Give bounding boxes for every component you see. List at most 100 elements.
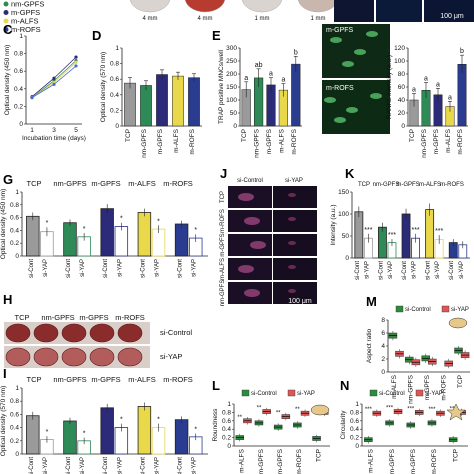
chart-I-xtick-label: si-Cont [178, 457, 184, 474]
chart-N-annotation: *** [428, 407, 436, 413]
chart-G-group-header: m-ROFS [163, 179, 193, 188]
chart-N-legend-swatch [369, 389, 378, 397]
chart-D-bar [124, 82, 136, 127]
chart-K-xtick-label: si-YAP [412, 261, 418, 279]
cell-staining-spot [250, 241, 266, 249]
well-column-header: TCP [15, 313, 30, 322]
chart-L-legend-label: si-Control [251, 391, 277, 397]
cell-staining-spot [244, 289, 260, 297]
chart-D-bar [140, 85, 152, 127]
panel-label-j: J [220, 166, 227, 181]
chart-M-xtick-label: nm-GPFS [408, 374, 415, 404]
chart-L-xtick-label: m-ALFS [239, 448, 246, 473]
chart-F2-annotation: a [448, 94, 452, 101]
chart-F2-xtick-label: m-ALFS [445, 128, 452, 153]
chart-C-xtick-label: 1 [30, 127, 34, 134]
chart-I-xtick-label: si-YAP [155, 457, 161, 474]
chart-G-group-header: nm-GPFS [53, 179, 86, 188]
chart-F2-ytick-label: 20 [398, 110, 406, 117]
chart-I-bar [26, 415, 40, 455]
chart-L-ylabel: Roundness [212, 408, 219, 442]
chart-G-bar [63, 222, 77, 257]
chart-K-bar [378, 226, 387, 259]
chart-C-xtick-label: 5 [74, 127, 78, 134]
well-staining-image [61, 323, 87, 343]
well-staining-image [33, 347, 59, 367]
chart-K-xtick-label: si-YAP [459, 261, 465, 279]
chart-E-xtick-label: m-GPFS [266, 128, 273, 154]
chart-K-group-header: m-ROFS [440, 182, 464, 188]
panel-label-g: G [3, 172, 13, 187]
chart-K-group-header: nm-GPFS [373, 182, 400, 188]
chart-E-annotation: a [244, 75, 248, 82]
chart-G-bar [151, 228, 166, 257]
chart-K-xtick-label: si-YAP [435, 261, 441, 279]
chart-K-ytick-label: 50 [342, 233, 350, 240]
chart-G-ytick-label: 0.8 [10, 202, 19, 209]
micrograph-si-yap [273, 210, 317, 232]
chart-F2-ytick-label: 120 [394, 45, 405, 52]
chart-L-ytick-label: 0.2 [222, 435, 231, 442]
top-legend-swatch [3, 10, 9, 15]
chart-D-ytick-label: 0.4 [110, 92, 119, 99]
cell-fluorescence-spot [334, 117, 346, 123]
chart-M-ytick-label: 0 [381, 369, 385, 376]
sample-scale-label: 4 mm [198, 16, 213, 22]
chart-I-ytick-label: 0.2 [10, 438, 19, 445]
chart-D-ytick-label: 1 [115, 45, 119, 52]
chart-G-ytick-label: 0 [15, 253, 19, 260]
chart-G-annotation: * [157, 218, 160, 225]
chart-M-xtick-label: m-ALFS [391, 374, 398, 399]
chart-L-xtick-label: m-ROFS [296, 448, 303, 474]
chart-E-bar [291, 63, 301, 127]
chart-K-annotation: *** [411, 227, 419, 234]
chart-G-annotation: * [83, 226, 86, 233]
sample-scale-label: 1 mm [311, 16, 326, 22]
chart-G-group-header: m-ALFS [128, 179, 156, 188]
chart-K-bar [425, 209, 435, 259]
cell-staining-spot [288, 193, 296, 197]
chart-I-ytick-label: 0.8 [10, 398, 19, 405]
micrograph-row-label: m-ALFS [220, 258, 226, 280]
chart-N-legend-label: si-YAP [425, 391, 443, 397]
chart-C-ytick-label: 0.4 [14, 86, 23, 93]
chart-E-annotation: a [281, 77, 285, 84]
chart-I-xtick-label: si-YAP [43, 457, 49, 474]
chart-M-xtick-label: TCP [457, 375, 464, 388]
chart-I-ytick-label: 0.6 [10, 411, 19, 418]
chart-N-ytick-label: 1 [355, 401, 359, 408]
chart-I-annotation: * [83, 431, 86, 438]
chart-I-annotation: * [46, 429, 49, 436]
chart-G-xtick-label: si-Cont [140, 259, 146, 278]
cell-staining-spot [288, 217, 296, 221]
top-legend-label: m-ROFS [11, 25, 41, 34]
cell-staining-spot [238, 265, 254, 273]
cell-fluorescence-spot [330, 37, 342, 43]
chart-I-ylabel: Optical density (570 nm) [0, 386, 7, 456]
panel-label-e: E [212, 28, 221, 43]
chart-K-group-header: m-GPFS [396, 182, 419, 188]
cell-fluorescence-spot [342, 61, 354, 67]
chart-K-ytick-label: 150 [338, 189, 349, 196]
well-staining-image [89, 323, 115, 343]
chart-M-legend-label: si-YAP [451, 307, 469, 313]
chart-K-bar [401, 213, 411, 259]
cell-fluorescence-spot [354, 49, 366, 55]
chart-L-annotation: ** [276, 411, 281, 417]
sample-scale-label: 1 mm [255, 16, 270, 22]
chart-E-annotation: a [269, 71, 273, 78]
micrograph-row-label: nm-GPFS [220, 280, 226, 307]
chart-G-xtick-label: si-Cont [29, 259, 35, 278]
chart-F2-xtick-label: nm-GPFS [421, 128, 428, 158]
chart-F2-annotation: a [412, 87, 416, 94]
fluorescence-image-m-rofs [322, 80, 390, 134]
chart-C-ytick-label: 1 [19, 33, 23, 40]
panel-label-n: N [340, 378, 349, 393]
chart-K-xtick-label: si-Cont [355, 261, 361, 280]
chart-I-group-header: m-ALFS [128, 375, 156, 384]
chart-K-annotation: *** [388, 232, 396, 239]
chart-I-ytick-label: 0.4 [10, 425, 19, 432]
chart-E-xtick-label: TCP [241, 129, 248, 142]
panel-label-c: C [3, 22, 13, 37]
chart-I-xtick-label: si-YAP [80, 457, 86, 474]
